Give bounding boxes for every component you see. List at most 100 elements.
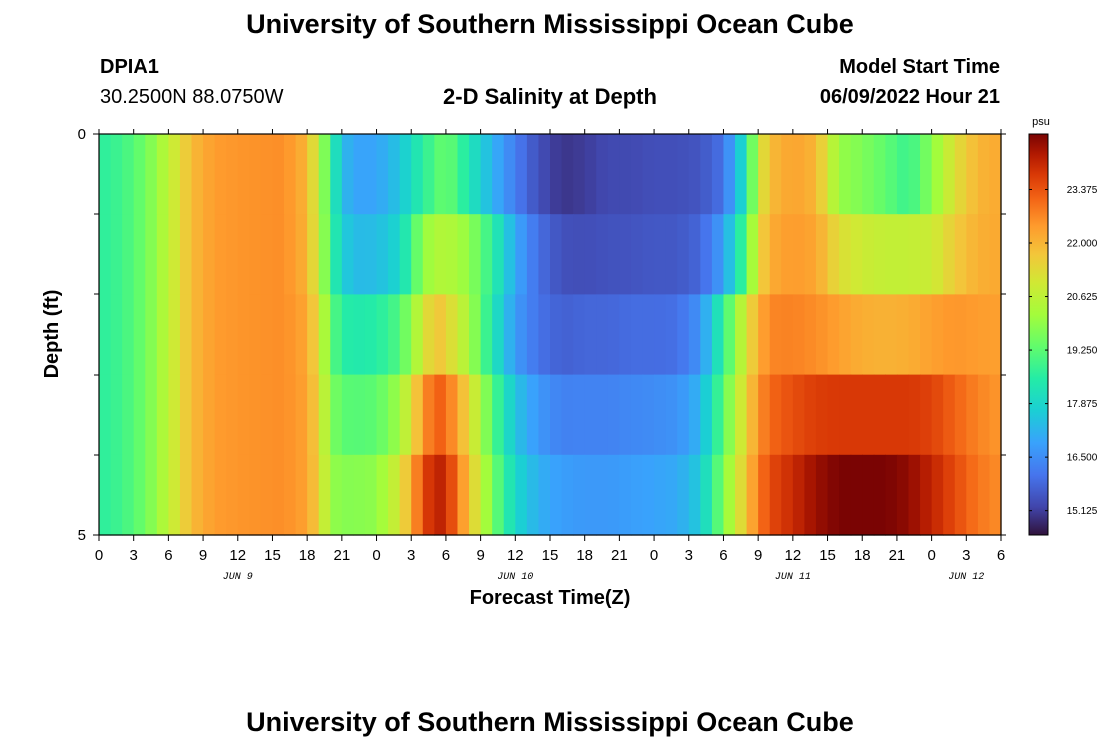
heatmap-cell bbox=[966, 374, 979, 456]
heatmap-cell bbox=[318, 374, 331, 456]
heatmap-cell bbox=[665, 134, 678, 215]
date-label: JUN 9 bbox=[223, 572, 253, 583]
heatmap-cell bbox=[364, 374, 378, 456]
heatmap-cell bbox=[908, 134, 921, 215]
heatmap-cell bbox=[457, 214, 470, 295]
heatmap-cell bbox=[330, 214, 343, 295]
station-coordinates: 30.2500N 88.0750W bbox=[100, 86, 284, 108]
heatmap-cell bbox=[977, 214, 991, 295]
heatmap-cell bbox=[746, 374, 759, 456]
heatmap-cell bbox=[596, 214, 609, 295]
heatmap-cell bbox=[388, 214, 401, 295]
heatmap-cell bbox=[908, 374, 921, 456]
date-label: JUN 11 bbox=[775, 572, 811, 583]
heatmap-cell bbox=[873, 374, 886, 456]
heatmap-cell bbox=[226, 454, 239, 536]
heatmap-cell bbox=[330, 454, 343, 536]
heatmap-cell bbox=[723, 134, 736, 215]
heatmap-cell bbox=[307, 214, 320, 295]
heatmap-cell bbox=[422, 294, 435, 376]
heatmap-cell bbox=[908, 214, 921, 295]
heatmap-cell bbox=[399, 454, 412, 536]
heatmap-cell bbox=[133, 294, 146, 376]
heatmap-cell bbox=[226, 374, 239, 456]
heatmap-cell bbox=[758, 214, 771, 295]
heatmap-cell bbox=[827, 134, 840, 215]
heatmap-cell bbox=[330, 294, 343, 376]
model-start-value: 06/09/2022 Hour 21 bbox=[819, 86, 1000, 108]
heatmap-cell bbox=[781, 134, 794, 215]
heatmap-cell bbox=[318, 134, 331, 215]
heatmap-cell bbox=[515, 454, 528, 536]
colorbar-label: 19.250 bbox=[1067, 346, 1098, 357]
heatmap-cell bbox=[364, 214, 378, 295]
heatmap-cell bbox=[214, 214, 227, 295]
heatmap-cell bbox=[445, 134, 459, 215]
heatmap-cell bbox=[561, 134, 574, 215]
heatmap-cell bbox=[966, 294, 979, 376]
heatmap-cell bbox=[284, 294, 297, 376]
heatmap-cell bbox=[272, 134, 285, 215]
heatmap-cell bbox=[353, 374, 366, 456]
x-tick-label: 3 bbox=[130, 547, 138, 564]
heatmap-cell bbox=[815, 134, 829, 215]
heatmap-cell bbox=[122, 454, 135, 536]
heatmap-cell bbox=[850, 214, 863, 295]
heatmap-cell bbox=[735, 134, 748, 215]
heatmap-cell bbox=[885, 134, 898, 215]
heatmap-cell bbox=[99, 294, 112, 376]
heatmap-cell bbox=[133, 374, 146, 456]
heatmap-cell bbox=[607, 374, 620, 456]
heatmap-cell bbox=[538, 374, 551, 456]
heatmap-cell bbox=[376, 214, 389, 295]
heatmap-cell bbox=[388, 374, 401, 456]
page-title: University of Southern Mississippi Ocean… bbox=[246, 9, 854, 39]
heatmap-cell bbox=[677, 214, 690, 295]
heatmap-cell bbox=[284, 134, 297, 215]
heatmap-cell bbox=[920, 134, 933, 215]
x-tick-label: 15 bbox=[264, 547, 281, 564]
heatmap-cell bbox=[573, 134, 586, 215]
heatmap-cell bbox=[723, 454, 736, 536]
heatmap-cell bbox=[272, 454, 285, 536]
heatmap-cell bbox=[249, 294, 262, 376]
heatmap-cell bbox=[272, 294, 285, 376]
page-title-repeat: University of Southern Mississippi Ocean… bbox=[246, 707, 854, 737]
heatmap-cell bbox=[943, 134, 956, 215]
heatmap-cell bbox=[815, 454, 829, 536]
heatmap-cell bbox=[896, 134, 910, 215]
heatmap-cell bbox=[469, 454, 482, 536]
heatmap-cell bbox=[862, 454, 875, 536]
heatmap-cell bbox=[804, 214, 817, 295]
colorbar-label: 22.000 bbox=[1067, 239, 1098, 250]
heatmap-cell bbox=[630, 374, 644, 456]
heatmap-cell bbox=[654, 214, 667, 295]
heatmap-cell bbox=[492, 134, 505, 215]
heatmap-cell bbox=[885, 214, 898, 295]
heatmap-cell bbox=[260, 294, 274, 376]
colorbar-label: 20.625 bbox=[1067, 292, 1098, 303]
heatmap-cell bbox=[364, 294, 378, 376]
heatmap-cell bbox=[873, 454, 886, 536]
heatmap-cell bbox=[827, 374, 840, 456]
heatmap-cell bbox=[214, 134, 227, 215]
heatmap-cell bbox=[931, 134, 944, 215]
heatmap-cell bbox=[619, 454, 632, 536]
heatmap-cell bbox=[850, 374, 863, 456]
heatmap-cell bbox=[758, 134, 771, 215]
heatmap-cell bbox=[503, 294, 516, 376]
heatmap-cell bbox=[873, 214, 886, 295]
heatmap-cell bbox=[480, 294, 493, 376]
x-tick-label: 18 bbox=[299, 547, 316, 564]
x-tick-label: 12 bbox=[785, 547, 802, 564]
heatmap-cell bbox=[746, 134, 759, 215]
heatmap-cell bbox=[284, 214, 297, 295]
heatmap-cell bbox=[677, 134, 690, 215]
heatmap-cell bbox=[145, 294, 158, 376]
heatmap-cell bbox=[156, 454, 169, 536]
heatmap-cell bbox=[920, 294, 933, 376]
heatmap-cell bbox=[931, 374, 944, 456]
heatmap-cell bbox=[237, 214, 250, 295]
heatmap-cell bbox=[654, 454, 667, 536]
heatmap-cell bbox=[619, 294, 632, 376]
